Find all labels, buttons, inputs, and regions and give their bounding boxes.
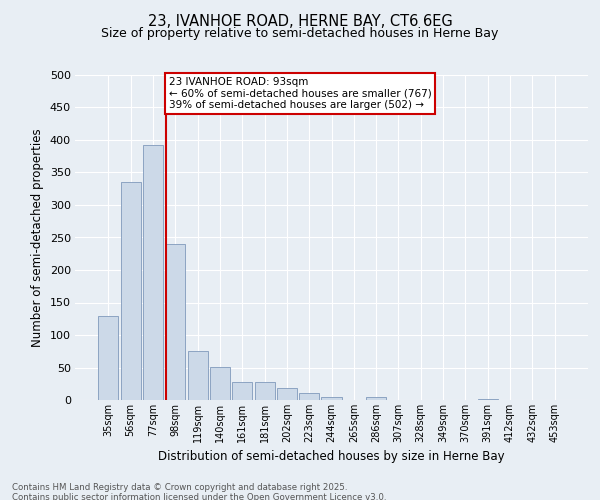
Bar	[322, 398, 341, 400]
X-axis label: Distribution of semi-detached houses by size in Herne Bay: Distribution of semi-detached houses by …	[158, 450, 505, 464]
Text: 23, IVANHOE ROAD, HERNE BAY, CT6 6EG: 23, IVANHOE ROAD, HERNE BAY, CT6 6EG	[148, 14, 452, 29]
Text: 23 IVANHOE ROAD: 93sqm
← 60% of semi-detached houses are smaller (767)
39% of se: 23 IVANHOE ROAD: 93sqm ← 60% of semi-det…	[169, 77, 431, 110]
Bar	[478, 398, 498, 400]
Bar	[299, 393, 319, 400]
Bar	[277, 388, 297, 400]
Bar	[98, 316, 118, 400]
Y-axis label: Number of semi-detached properties: Number of semi-detached properties	[31, 128, 44, 347]
Bar	[232, 382, 252, 400]
Text: Contains HM Land Registry data © Crown copyright and database right 2025.
Contai: Contains HM Land Registry data © Crown c…	[12, 482, 386, 500]
Bar	[165, 244, 185, 400]
Text: Size of property relative to semi-detached houses in Herne Bay: Size of property relative to semi-detach…	[101, 28, 499, 40]
Bar	[254, 382, 275, 400]
Bar	[210, 367, 230, 400]
Bar	[121, 182, 141, 400]
Bar	[143, 144, 163, 400]
Bar	[188, 350, 208, 400]
Bar	[366, 398, 386, 400]
